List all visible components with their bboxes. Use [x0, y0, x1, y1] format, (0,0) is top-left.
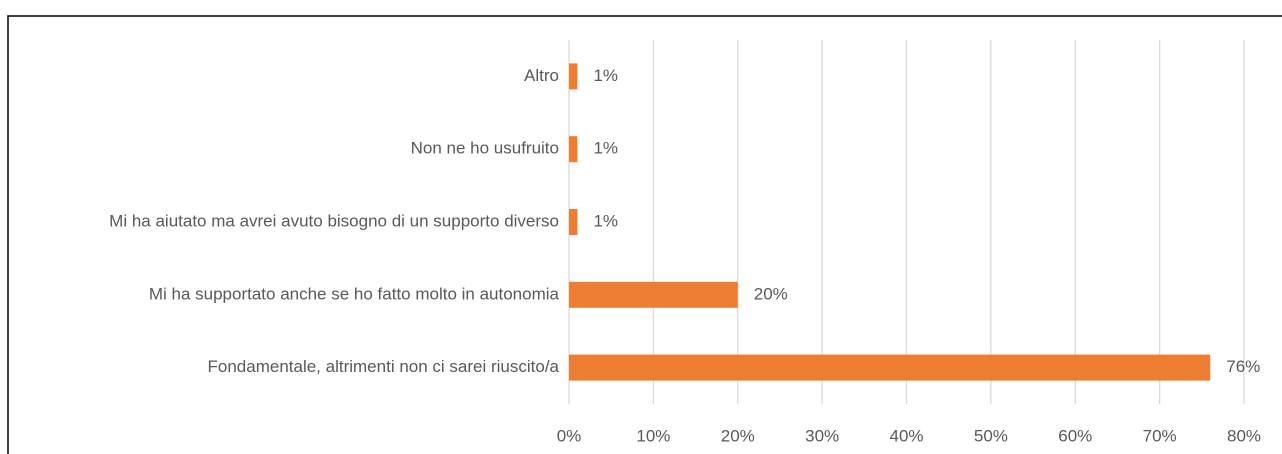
- bar: [569, 136, 578, 163]
- x-tick-label: 0%: [557, 426, 582, 445]
- data-label: 1%: [593, 211, 618, 230]
- x-tick-label: 70%: [1143, 426, 1177, 445]
- y-tick-label: Mi ha supportato anche se ho fatto molto…: [149, 284, 560, 303]
- bar: [569, 209, 578, 235]
- chart-frame: [7, 15, 1282, 454]
- bar: [569, 281, 738, 308]
- data-label: 20%: [754, 284, 788, 303]
- data-label: 1%: [593, 139, 618, 158]
- y-tick-label: Fondamentale, altrimenti non ci sarei ri…: [208, 357, 560, 376]
- y-tick-label: Non ne ho usufruito: [411, 139, 559, 158]
- x-tick-label: 30%: [805, 426, 839, 445]
- x-tick-label: 60%: [1058, 426, 1092, 445]
- x-tick-label: 40%: [889, 426, 923, 445]
- x-tick-label: 20%: [721, 426, 755, 445]
- data-label: 76%: [1226, 357, 1260, 376]
- y-tick-label: Mi ha aiutato ma avrei avuto bisogno di …: [109, 211, 559, 230]
- x-tick-label: 50%: [974, 426, 1008, 445]
- bar: [569, 63, 578, 90]
- bar: [569, 354, 1211, 381]
- x-tick-label: 80%: [1227, 426, 1261, 445]
- x-tick-label: 10%: [636, 426, 670, 445]
- data-label: 1%: [593, 66, 618, 85]
- y-tick-label: Altro: [524, 66, 559, 85]
